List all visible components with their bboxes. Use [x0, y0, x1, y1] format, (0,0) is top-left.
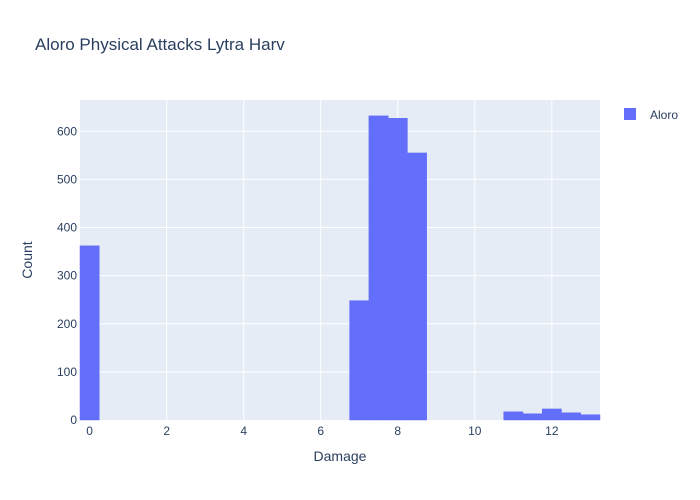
y-tick-label: 200: [57, 317, 77, 331]
legend[interactable]: Aloro: [624, 108, 678, 122]
y-tick-label: 500: [57, 172, 77, 186]
y-tick-label: 0: [70, 413, 77, 427]
histogram-bar[interactable]: [522, 413, 543, 421]
histogram-bar[interactable]: [580, 414, 601, 421]
histogram-bar[interactable]: [349, 300, 370, 421]
y-tick-label: 300: [57, 269, 77, 283]
chart-title: Aloro Physical Attacks Lytra Harv: [35, 35, 285, 54]
legend-label[interactable]: Aloro: [650, 108, 678, 122]
legend-swatch[interactable]: [624, 108, 636, 120]
y-axis-ticks: 0 100 200 300 400 500 600: [57, 124, 77, 427]
x-axis-title: Damage: [314, 448, 367, 464]
x-tick-label: 4: [240, 424, 247, 438]
x-tick-label: 6: [317, 424, 324, 438]
histogram-bar[interactable]: [541, 408, 562, 421]
x-axis-ticks: 0 2 4 6 8 10 12: [86, 424, 559, 438]
x-tick-label: 12: [545, 424, 559, 438]
y-tick-label: 100: [57, 365, 77, 379]
histogram-bar[interactable]: [387, 118, 408, 421]
y-axis-title: Count: [19, 241, 35, 278]
x-tick-label: 10: [468, 424, 482, 438]
histogram-bar[interactable]: [368, 115, 389, 421]
y-tick-label: 600: [57, 124, 77, 138]
bars: [79, 115, 601, 421]
x-tick-label: 2: [163, 424, 170, 438]
x-tick-label: 8: [394, 424, 401, 438]
histogram-bar[interactable]: [407, 152, 427, 421]
histogram-bar[interactable]: [561, 412, 581, 421]
x-tick-label: 0: [86, 424, 93, 438]
histogram-bar[interactable]: [79, 245, 100, 421]
y-tick-label: 400: [57, 221, 77, 235]
histogram-bar[interactable]: [503, 411, 524, 421]
